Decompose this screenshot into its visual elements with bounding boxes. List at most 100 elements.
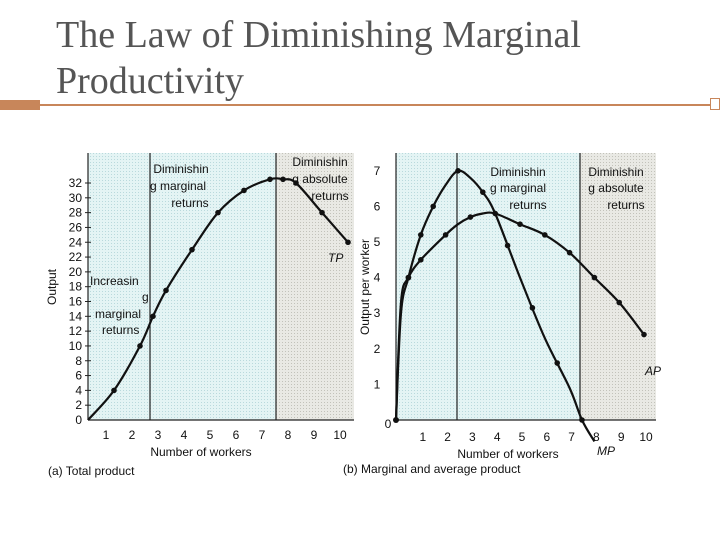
y-tick-label: 12 [69, 324, 83, 338]
y-tick-label: 22 [69, 250, 83, 264]
y-tick-label: 14 [69, 309, 83, 323]
tp-curve-label: TP [328, 251, 343, 265]
y-axis-title: Output [45, 268, 59, 305]
annotation-text: returns [311, 189, 348, 203]
x-tick-label: 3 [469, 430, 476, 444]
annotation-text: returns [607, 198, 644, 212]
x-tick-label: 8 [285, 428, 292, 442]
annotation-text: marginal [95, 307, 141, 321]
x-tick-label: 0 [385, 417, 392, 431]
ap-point [467, 214, 474, 220]
ap-point [641, 331, 647, 338]
annotation-text: g absolute [588, 181, 644, 195]
y-tick-label: 0 [75, 413, 82, 427]
x-tick-label: 4 [181, 428, 188, 442]
tp-point [241, 187, 247, 194]
ap-point [566, 249, 573, 256]
x-tick-label: 9 [311, 428, 318, 442]
ap-point [492, 210, 499, 217]
x-tick-label: 7 [568, 430, 575, 444]
y-tick-label: 18 [69, 280, 83, 294]
mp-point [579, 417, 585, 423]
x-tick-label: 3 [155, 428, 162, 442]
annotation-text: Diminishin [490, 165, 545, 179]
region-diminishing-absolute-returns [276, 153, 354, 420]
tp-point [280, 176, 286, 183]
y-tick-label: 1 [374, 377, 381, 391]
y-tick-label: 5 [374, 235, 381, 249]
mp-point [504, 242, 511, 249]
x-axis-title: Number of workers [150, 445, 251, 459]
x-tick-label: 9 [618, 430, 625, 444]
tp-point [267, 176, 273, 183]
y-tick-label: 4 [374, 271, 381, 285]
region-diminishing-absolute-returns [580, 153, 656, 420]
tp-point [345, 239, 351, 246]
x-tick-label: 6 [233, 428, 240, 442]
y-tick-label: 10 [69, 339, 83, 353]
x-tick-label: 10 [639, 430, 653, 444]
x-tick-label: 6 [543, 430, 550, 444]
mp-point [554, 360, 560, 366]
x-tick-label: 1 [419, 430, 426, 444]
ap-curve-label: AP [644, 364, 661, 378]
tp-point [293, 180, 299, 186]
mp-point [418, 232, 424, 238]
y-tick-label: 28 [69, 206, 83, 220]
x-tick-label: 7 [259, 428, 266, 442]
x-tick-label: 8 [593, 430, 600, 444]
y-tick-label: 4 [75, 383, 82, 397]
y-tick-label: 20 [69, 265, 83, 279]
ap-point [542, 232, 548, 238]
mp-curve-label: MP [597, 444, 615, 458]
ap-point [591, 274, 598, 281]
x-axis-title: Number of workers [457, 447, 558, 461]
panel-caption: (b) Marginal and average product [343, 462, 521, 476]
annotation-text: g absolute [292, 172, 348, 186]
tp-point [150, 313, 156, 320]
x-tick-label: 4 [494, 430, 501, 444]
ap-point [517, 221, 523, 227]
y-tick-label: 26 [69, 220, 83, 234]
x-tick-label: 5 [519, 430, 526, 444]
x-tick-label: 5 [207, 428, 214, 442]
x-tick-label: 2 [129, 428, 136, 442]
annotation-text: Increasin [90, 274, 139, 288]
region-increasing-marginal-returns [88, 153, 150, 420]
y-tick-label: 6 [374, 199, 381, 213]
tp-point [319, 209, 325, 216]
annotation-text: returns [171, 196, 208, 210]
panel-caption: (a) Total product [48, 464, 135, 478]
annotation-text: returns [102, 323, 139, 337]
mp-point [529, 305, 536, 311]
annotation-text: g [142, 290, 149, 304]
region-diminishing-marginal-returns [150, 153, 276, 420]
y-tick-label: 24 [69, 235, 83, 249]
mp-point [430, 203, 437, 210]
marginal-average-product-chart: 1 2 3 4 5 6 7 0 1 2 3 4 5 6 7 8 9 10 Output per worker N… [343, 153, 661, 476]
slide-title: The Law of Diminishing Marginal Producti… [56, 14, 581, 102]
tp-point [111, 387, 117, 394]
y-tick-label: 7 [374, 164, 381, 178]
y-tick-label: 16 [69, 295, 83, 309]
y-tick-label: 30 [69, 191, 83, 205]
tp-point [215, 209, 221, 216]
y-axis-title: Output per worker [358, 239, 372, 335]
y-tick-label: 3 [374, 306, 381, 320]
x-tick-label: 1 [103, 428, 110, 442]
annotation-text: Diminishin [292, 155, 347, 169]
origin-point [393, 417, 399, 423]
x-tick-label: 10 [333, 428, 347, 442]
y-tick-label: 32 [69, 176, 83, 190]
title-accent-bar [0, 100, 40, 110]
x-tick-label: 2 [444, 430, 451, 444]
y-tick-label: 8 [75, 354, 82, 368]
ap-point [616, 299, 622, 306]
mp-point [480, 189, 486, 195]
title-rule [40, 104, 720, 106]
mp-point [455, 168, 461, 174]
ap-point [442, 232, 449, 238]
annotation-text: g marginal [490, 181, 546, 195]
